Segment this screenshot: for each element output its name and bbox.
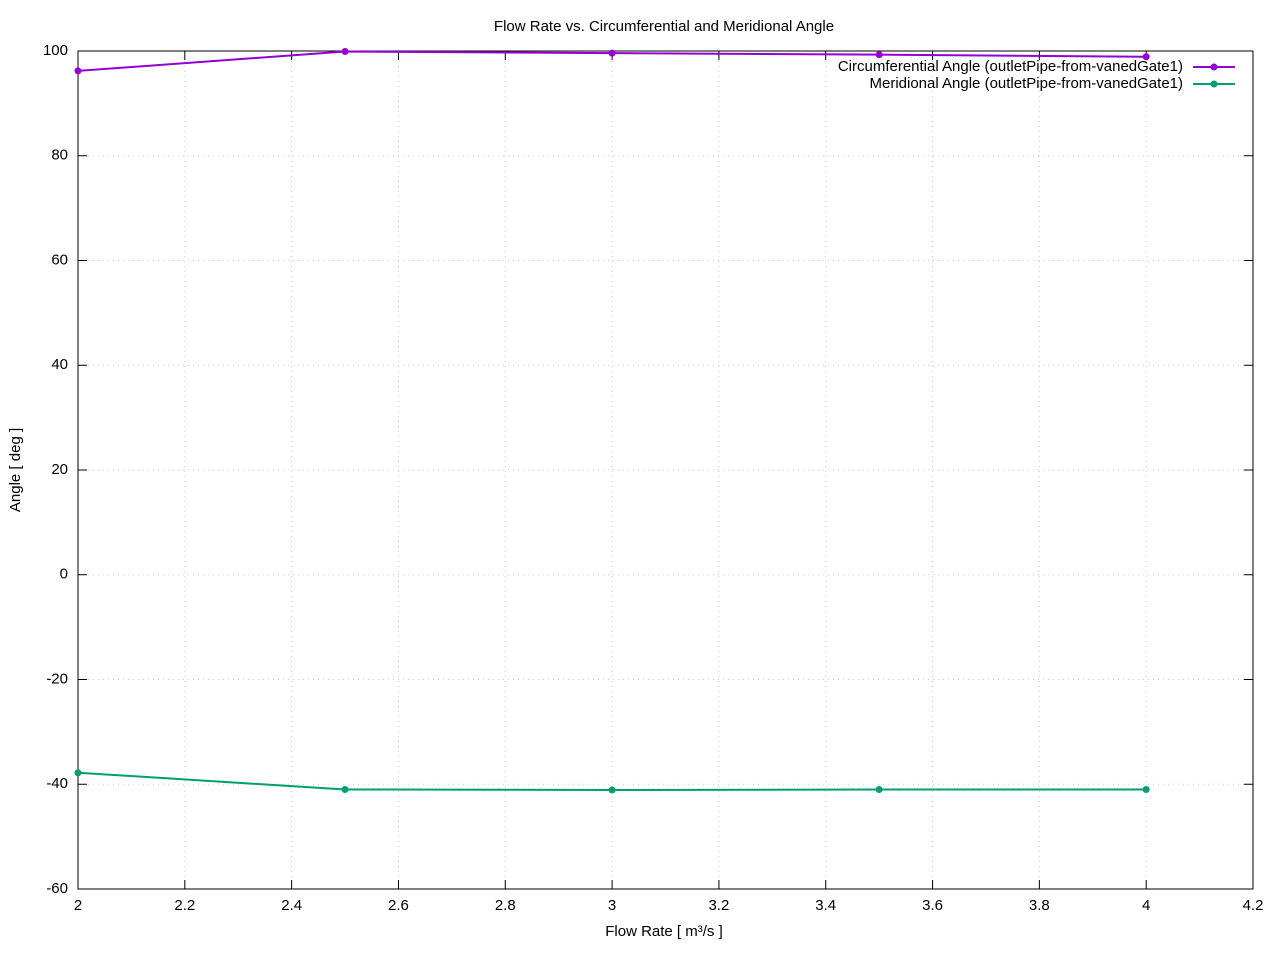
y-tick-label: 60 [51,251,68,268]
x-tick-label: 2.6 [388,897,409,914]
x-tick-label: 2 [74,897,82,914]
data-point [608,49,616,57]
y-tick-label: 80 [51,147,68,164]
x-tick-label: 4 [1142,897,1150,914]
legend-marker [1210,80,1218,88]
chart-title: Flow Rate vs. Circumferential and Meridi… [494,18,834,35]
y-tick-label: 0 [60,566,68,583]
data-point [74,769,82,777]
data-point [341,785,349,793]
legend-marker [1210,63,1218,71]
y-tick-label: -20 [46,670,68,687]
x-tick-label: 4.2 [1243,897,1264,914]
data-point [608,786,616,794]
x-tick-label: 3 [608,897,616,914]
data-point [341,48,349,56]
data-point [875,51,883,59]
x-axis-label: Flow Rate [ m³/s ] [605,923,723,940]
x-tick-label: 2.4 [281,897,302,914]
y-tick-label: 40 [51,356,68,373]
y-axis-label: Angle [ deg ] [7,428,24,512]
legend-label: Circumferential Angle (outletPipe-from-v… [838,58,1183,75]
data-point [1142,53,1150,61]
x-tick-label: 3.2 [708,897,729,914]
x-tick-label: 3.8 [1029,897,1050,914]
legend-label: Meridional Angle (outletPipe-from-vanedG… [870,75,1184,92]
data-point [1142,785,1150,793]
data-point [875,785,883,793]
y-tick-label: 100 [43,42,68,59]
y-tick-label: 20 [51,461,68,478]
y-tick-label: -40 [46,775,68,792]
x-tick-label: 2.2 [174,897,195,914]
data-point [74,67,82,75]
x-tick-label: 3.6 [922,897,943,914]
x-tick-label: 3.4 [815,897,836,914]
plot-frame [77,50,1254,890]
x-tick-label: 2.8 [495,897,516,914]
y-tick-label: -60 [46,880,68,897]
